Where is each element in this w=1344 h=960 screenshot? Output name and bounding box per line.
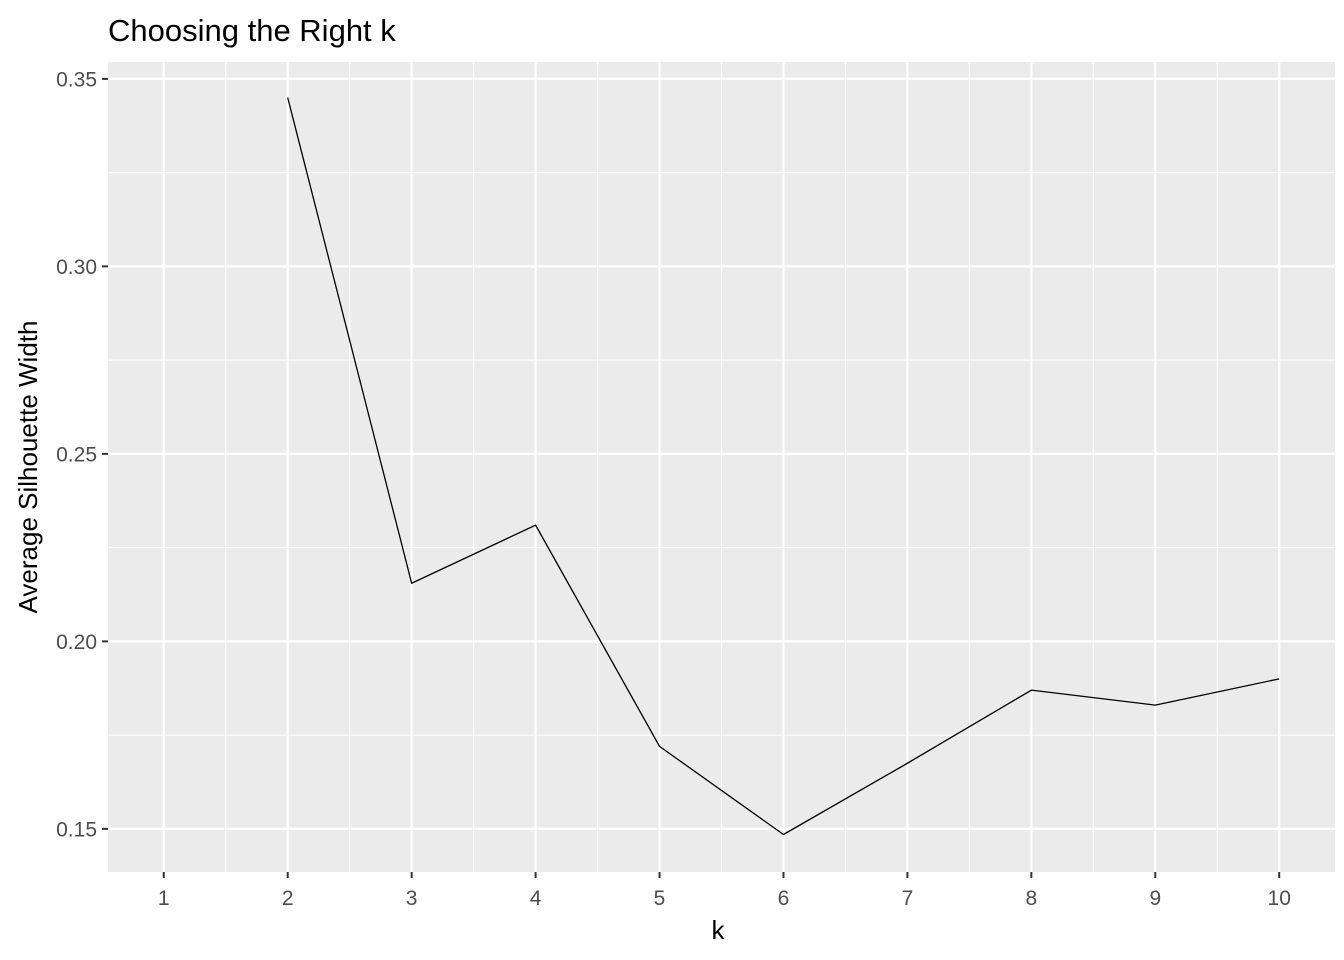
y-tick-label: 0.30 — [56, 256, 97, 279]
x-tick-label: 9 — [1149, 887, 1161, 910]
y-tick-label: 0.20 — [56, 631, 97, 654]
x-tick-label: 10 — [1268, 887, 1291, 910]
chart-title: Choosing the Right k — [108, 13, 396, 48]
y-tick-label: 0.25 — [56, 443, 97, 466]
x-tick-label: 4 — [530, 887, 542, 910]
x-tick-label: 5 — [654, 887, 666, 910]
y-tick-label: 0.35 — [56, 68, 97, 91]
major-gridlines — [108, 62, 1335, 872]
minor-gridlines — [108, 62, 1335, 872]
x-tick-label: 1 — [158, 887, 170, 910]
y-axis: 0.15 0.20 0.25 0.30 0.35 — [56, 68, 108, 841]
x-tick-label: 8 — [1026, 887, 1038, 910]
y-axis-title: Average Silhouette Width — [13, 321, 43, 614]
x-tick-label: 2 — [282, 887, 294, 910]
y-tick-label: 0.15 — [56, 818, 97, 841]
x-axis-title: k — [712, 915, 726, 945]
x-tick-label: 3 — [406, 887, 418, 910]
x-tick-label: 7 — [902, 887, 914, 910]
series-line — [287, 97, 1280, 836]
series-layer — [287, 97, 1280, 836]
x-axis: 1 2 3 4 5 6 7 8 9 10 — [158, 872, 1291, 910]
x-tick-label: 6 — [778, 887, 790, 910]
